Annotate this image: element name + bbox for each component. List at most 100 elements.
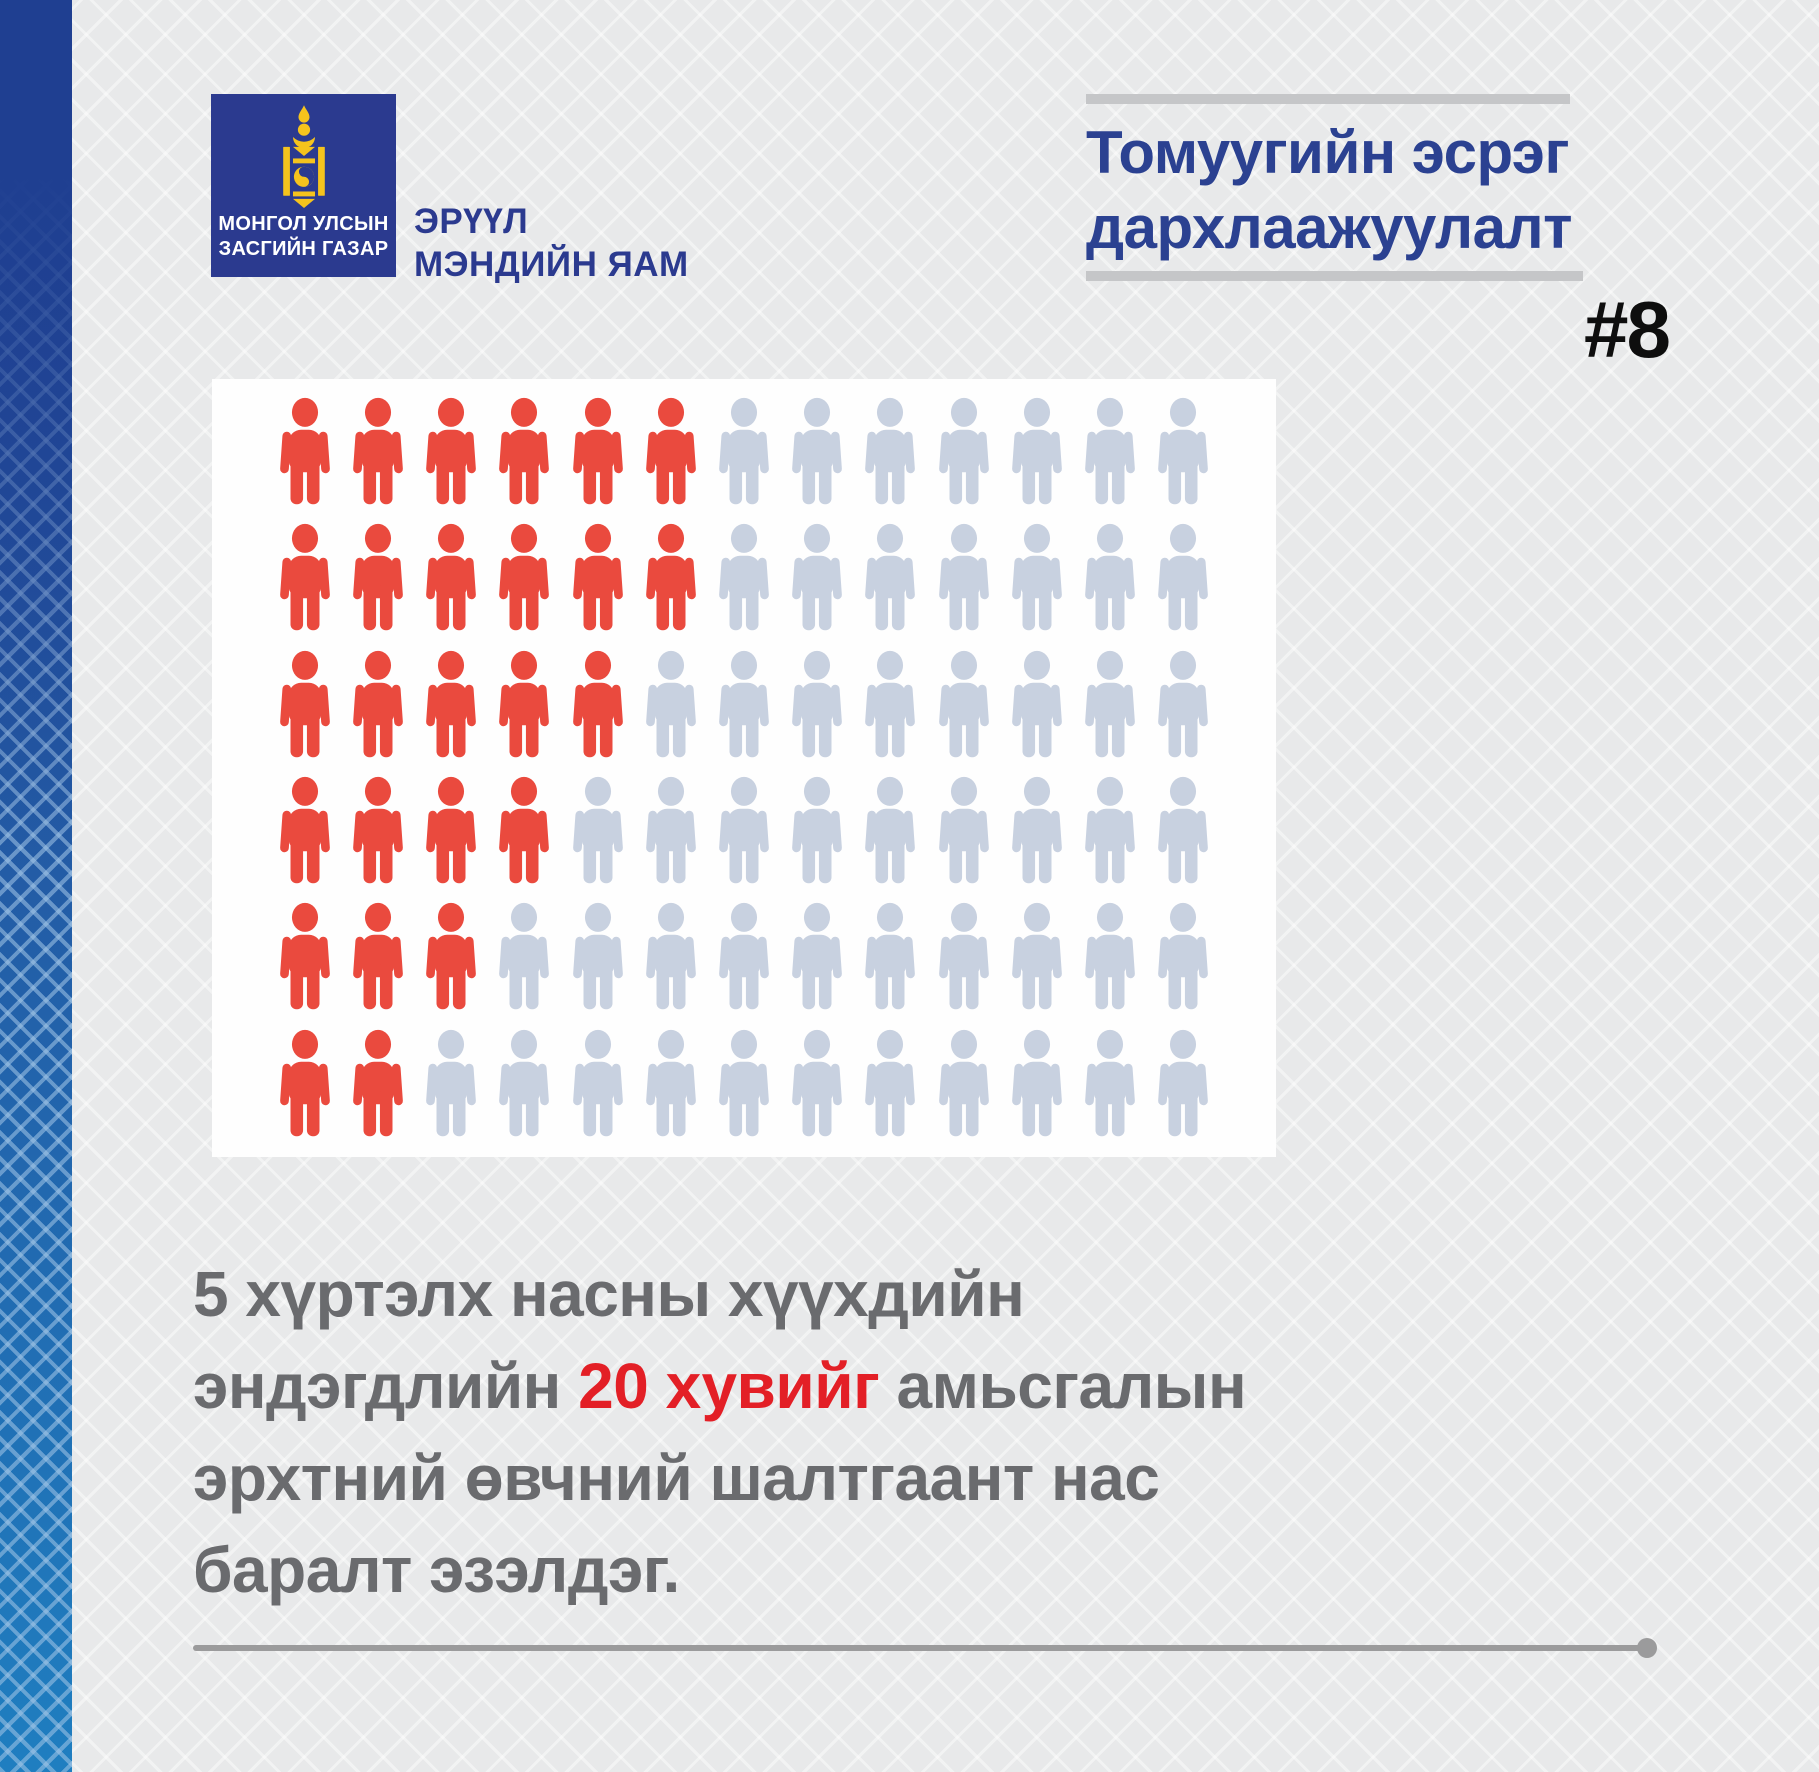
- person-icon: [1085, 650, 1136, 758]
- person-icon: [1158, 777, 1209, 884]
- person-icon: [645, 524, 696, 631]
- person-icon: [572, 903, 623, 1010]
- person-icon: [572, 398, 623, 505]
- person-icon: [426, 398, 476, 505]
- person-icon: [1012, 650, 1062, 758]
- soyombo-emblem-icon: [282, 105, 325, 208]
- person-icon: [352, 777, 403, 884]
- person-icon: [719, 777, 769, 884]
- person-icon: [938, 524, 989, 631]
- person-icon: [426, 650, 476, 758]
- issue-number: #8: [1584, 285, 1671, 374]
- person-icon: [499, 524, 550, 631]
- person-icon: [426, 903, 476, 1010]
- government-logo: МОНГОЛ УЛСЫН ЗАСГИЙН ГАЗАР: [211, 94, 396, 277]
- person-icon: [938, 398, 989, 505]
- person-icon: [645, 398, 696, 505]
- caption-line: баралт эзэлдэг.: [193, 1524, 1613, 1616]
- ministry-name: ЭРҮҮЛ МЭНДИЙН ЯАМ: [414, 200, 689, 286]
- pictogram-chart: [212, 379, 1276, 1157]
- person-icon: [1085, 777, 1136, 884]
- person-icon: [645, 1029, 696, 1137]
- person-icon: [572, 524, 623, 631]
- person-icon: [1085, 398, 1136, 505]
- caption-line: эндэгдлийн 20 хувийг амьсгалын: [193, 1340, 1613, 1432]
- caption-accent-text: 20 хувийг: [578, 1350, 880, 1422]
- person-icon: [426, 524, 476, 631]
- person-icon: [572, 1029, 623, 1137]
- person-icon: [938, 777, 989, 884]
- header-rule-top: [1086, 94, 1570, 104]
- government-logo-caption-line1: МОНГОЛ УЛСЫН: [218, 213, 389, 235]
- footer-rule: [193, 1645, 1648, 1651]
- person-icon: [938, 1029, 989, 1137]
- person-icon: [499, 1029, 550, 1137]
- person-icon: [645, 903, 696, 1010]
- footer-rule-dot: [1637, 1638, 1657, 1658]
- person-icon: [499, 650, 550, 758]
- person-icon: [1012, 777, 1062, 884]
- government-logo-caption: МОНГОЛ УЛСЫН ЗАСГИЙН ГАЗАР: [218, 212, 388, 262]
- person-icon: [1012, 398, 1062, 505]
- people-grid: [268, 389, 1220, 1147]
- person-icon: [792, 777, 843, 884]
- person-icon: [865, 398, 916, 505]
- person-icon: [719, 903, 769, 1010]
- header-rule-bottom: [1086, 271, 1583, 281]
- person-icon: [499, 398, 550, 505]
- person-icon: [1158, 650, 1209, 758]
- person-icon: [572, 777, 623, 884]
- person-icon: [279, 903, 330, 1010]
- person-icon: [938, 650, 989, 758]
- person-icon: [279, 650, 330, 758]
- person-icon: [792, 650, 843, 758]
- person-icon: [426, 1029, 476, 1137]
- person-icon: [719, 524, 769, 631]
- person-icon: [1012, 1029, 1062, 1137]
- person-icon: [865, 903, 916, 1010]
- person-icon: [719, 1029, 769, 1137]
- person-icon: [279, 398, 330, 505]
- person-icon: [792, 903, 843, 1010]
- person-icon: [938, 903, 989, 1010]
- caption-segment: баралт эзэлдэг.: [193, 1534, 680, 1606]
- campaign-header: Томуугийн эсрэг дархлаажуулалт #8: [1086, 94, 1686, 370]
- campaign-title-line2: дархлаажуулалт: [1086, 194, 1573, 261]
- person-icon: [719, 398, 769, 505]
- person-icon: [499, 903, 550, 1010]
- person-icon: [1158, 903, 1209, 1010]
- person-icon: [352, 524, 403, 631]
- government-logo-caption-line2: ЗАСГИЙН ГАЗАР: [218, 238, 389, 260]
- person-icon: [792, 1029, 843, 1137]
- person-icon: [352, 903, 403, 1010]
- person-icon: [279, 524, 330, 631]
- caption-segment: эндэгдлийн: [193, 1350, 579, 1422]
- person-icon: [279, 777, 330, 884]
- person-icon: [352, 398, 403, 505]
- person-icon: [279, 1029, 330, 1137]
- campaign-title-line1: Томуугийн эсрэг: [1086, 119, 1569, 186]
- caption-segment: эрхтний өвчний шалтгаант нас: [193, 1442, 1160, 1514]
- person-icon: [645, 650, 696, 758]
- caption-segment: 5 хүртэлх насны хүүхдийн: [193, 1258, 1025, 1330]
- caption-line: эрхтний өвчний шалтгаант нас: [193, 1432, 1613, 1524]
- person-icon: [1158, 1029, 1209, 1137]
- campaign-title: Томуугийн эсрэг дархлаажуулалт: [1086, 115, 1686, 265]
- person-icon: [645, 777, 696, 884]
- person-icon: [792, 398, 843, 505]
- person-icon: [1085, 903, 1136, 1010]
- person-icon: [499, 777, 550, 884]
- person-icon: [865, 777, 916, 884]
- person-icon: [865, 1029, 916, 1137]
- ministry-name-line2: МЭНДИЙН ЯАМ: [414, 245, 689, 284]
- person-icon: [352, 650, 403, 758]
- person-icon: [719, 650, 769, 758]
- person-icon: [1085, 1029, 1136, 1137]
- person-icon: [1012, 903, 1062, 1010]
- person-icon: [865, 650, 916, 758]
- ministry-name-line1: ЭРҮҮЛ: [414, 202, 529, 241]
- ornament-side-strip: [0, 0, 72, 1772]
- caption-text: 5 хүртэлх насны хүүхдийн эндэгдлийн 20 ху…: [193, 1248, 1613, 1616]
- person-icon: [426, 777, 476, 884]
